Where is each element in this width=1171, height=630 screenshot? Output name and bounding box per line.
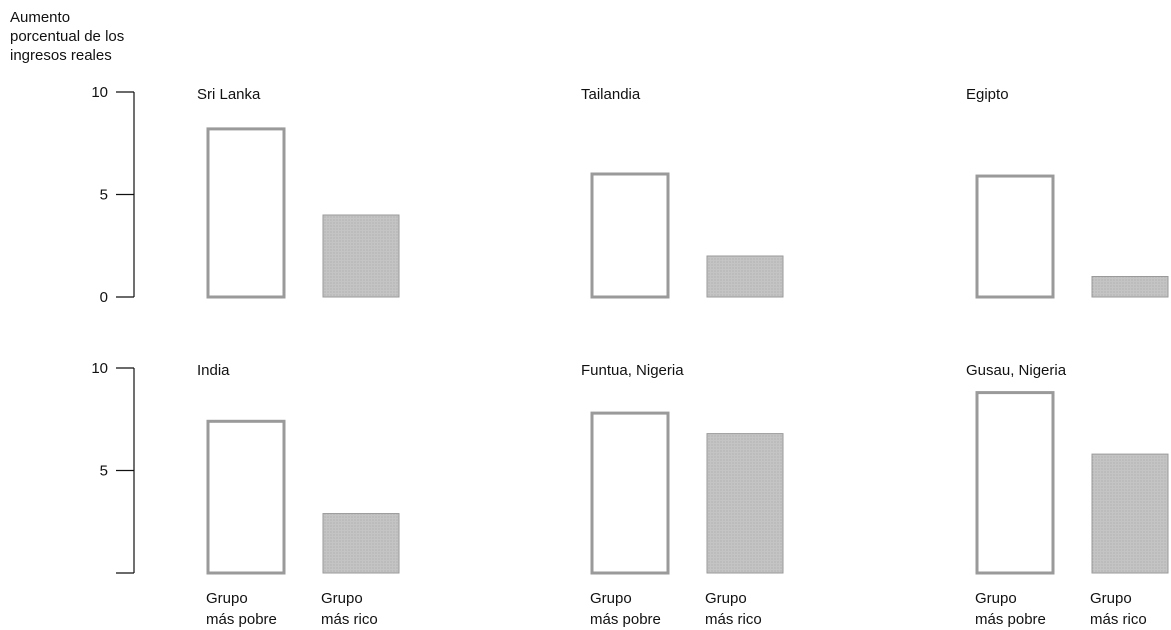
category-label: más rico (1090, 611, 1147, 628)
y-tick-label: 10 (91, 360, 108, 377)
y-axis-label-line: Aumento (10, 9, 71, 26)
y-tick-label: 10 (91, 84, 108, 101)
y-tick-label: 0 (100, 289, 108, 306)
category-label: Grupo (206, 590, 248, 607)
bar-richer-group (322, 214, 400, 298)
bar-poorer-group (590, 411, 670, 575)
category-label: Grupo (975, 590, 1017, 607)
y-axis-label-line: ingresos reales (10, 47, 112, 64)
category-label: Grupo (590, 590, 632, 607)
bar-richer-group (706, 433, 784, 574)
bar-richer-group (1091, 453, 1169, 574)
y-axis-label: Aumento porcentual de los ingresos reale… (10, 8, 180, 65)
panel-title: Funtua, Nigeria (581, 362, 684, 379)
bar-richer-group (706, 255, 784, 298)
bar-poorer-group (206, 127, 286, 299)
bar-poorer-group (975, 391, 1055, 575)
bar-richer-group (322, 513, 400, 574)
category-label: más pobre (975, 611, 1046, 628)
category-label: Grupo (1090, 590, 1132, 607)
bar-poorer-group (590, 172, 670, 299)
category-label: más pobre (590, 611, 661, 628)
panel-title: India (197, 362, 230, 379)
category-label: más pobre (206, 611, 277, 628)
panel-title: Sri Lanka (197, 86, 261, 103)
panel-title: Tailandia (581, 86, 641, 103)
y-axis-label-line: porcentual de los (10, 28, 125, 45)
y-tick-label: 5 (100, 187, 108, 204)
category-label: Grupo (321, 590, 363, 607)
category-label: más rico (321, 611, 378, 628)
category-label: Grupo (705, 590, 747, 607)
y-tick-label: 5 (100, 463, 108, 480)
bar-poorer-group (206, 419, 286, 575)
bar-poorer-group (975, 174, 1055, 299)
panel-title: Gusau, Nigeria (966, 362, 1067, 379)
bar-richer-group (1091, 276, 1169, 298)
panel-title: Egipto (966, 86, 1009, 103)
category-label: más rico (705, 611, 762, 628)
